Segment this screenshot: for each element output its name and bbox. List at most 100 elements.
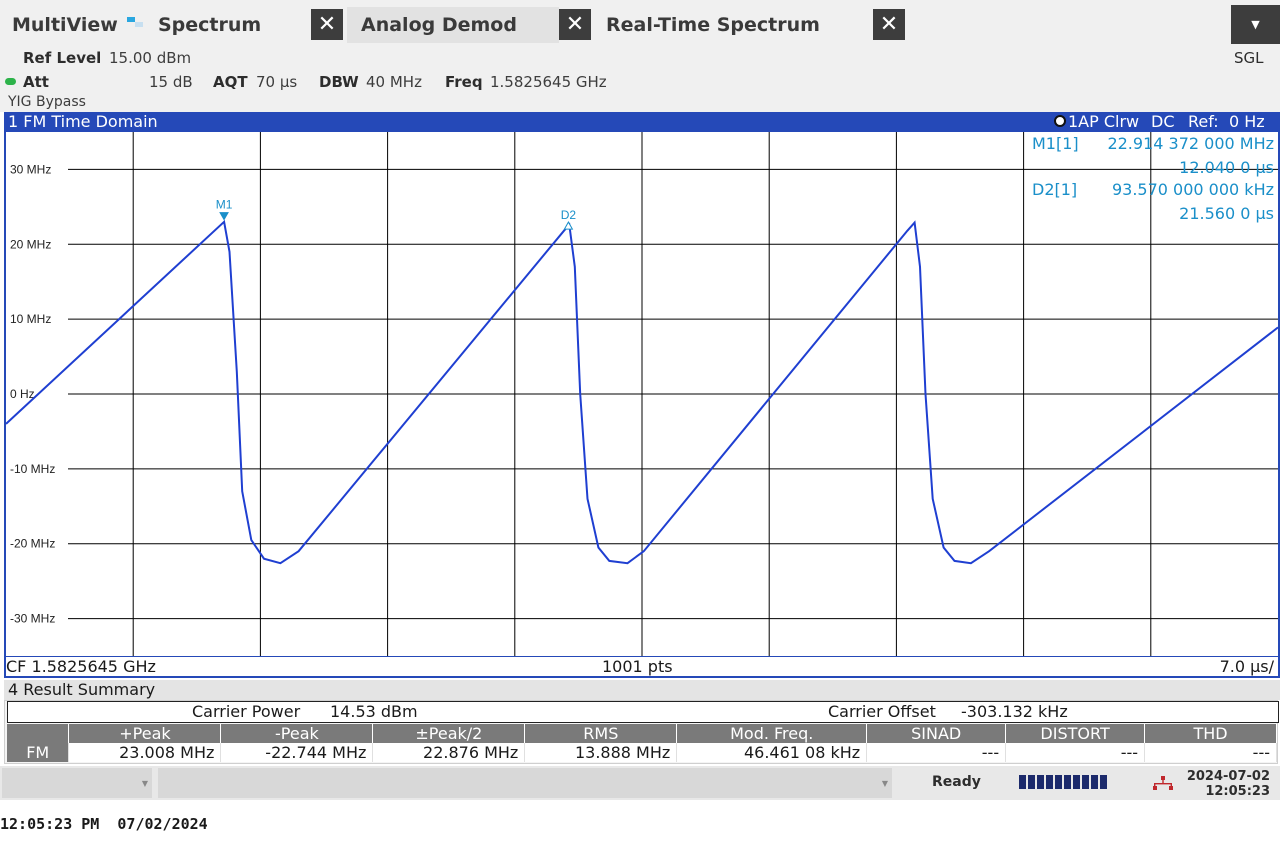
network-icon (1153, 776, 1173, 790)
chevron-down-icon: ▼ (1251, 18, 1260, 31)
result-cell-peak-half: 22.876 MHz (372, 743, 526, 762)
coupling-label: DC (1151, 112, 1175, 131)
carrier-power-value: 14.53 dBm (330, 702, 418, 721)
marker-m1-label: M1[1] (1032, 134, 1079, 153)
tab-multiview-label: MultiView (12, 14, 118, 36)
tab-multiview[interactable]: MultiView (12, 7, 118, 43)
m1-marker-icon (219, 212, 229, 221)
ref-level-value[interactable]: 15.00 dBm (109, 49, 192, 67)
result-cell-peak-plus: 23.008 MHz (68, 743, 222, 762)
diagram-footer: CF 1.5825645 GHz 1001 pts 7.0 µs/ (6, 656, 1278, 676)
result-header-cell (7, 724, 70, 743)
yig-bypass-label: YIG Bypass (8, 94, 86, 110)
tab-analog-demod[interactable]: Analog Demod (347, 7, 559, 43)
dbw-label: DBW (319, 73, 359, 91)
dbw-value[interactable]: 40 MHz (366, 73, 422, 91)
result-table-row: FM 23.008 MHz -22.744 MHz 22.876 MHz 13.… (7, 743, 1277, 762)
chevron-down-icon: ▼ (141, 779, 148, 788)
marker-d2-time: 21.560 0 µs (1179, 204, 1274, 223)
sgl-indicator: SGL (1234, 49, 1264, 67)
chevron-down-icon: ▼ (881, 779, 888, 788)
marker-d2-label: D2[1] (1032, 180, 1078, 199)
result-table: +Peak -Peak ±Peak/2 RMS Mod. Freq. SINAD… (7, 724, 1277, 762)
result-summary-title: 4 Result Summary (8, 680, 156, 699)
result-header-cell: RMS (524, 724, 678, 743)
y-tick-label: 10 MHz (10, 312, 51, 326)
result-cell-thd: --- (1144, 743, 1277, 762)
y-tick-label: -20 MHz (10, 537, 55, 551)
y-tick-label: 30 MHz (10, 162, 51, 176)
close-icon: ✕ (317, 12, 337, 37)
status-bar: ▼ ▼ Ready 2024-07-02 12:05:23 (0, 766, 1280, 800)
trace-info: 1AP Clrw (1068, 112, 1140, 131)
aqt-value[interactable]: 70 µs (256, 73, 298, 91)
ref-level-label: Ref Level (23, 49, 102, 67)
carrier-offset-label: Carrier Offset (828, 702, 936, 721)
carrier-row: Carrier Power 14.53 dBm Carrier Offset -… (7, 701, 1279, 723)
close-icon: ✕ (565, 12, 585, 37)
att-value[interactable]: 15 dB (149, 73, 193, 91)
close-realtime-spectrum-tab-button[interactable]: ✕ (873, 9, 905, 40)
marker-m1-value: 22.914 372 000 MHz (1107, 134, 1274, 153)
close-spectrum-tab-button[interactable]: ✕ (311, 9, 343, 40)
aqt-label: AQT (213, 73, 248, 91)
marker-layer: M1 D2 (216, 198, 577, 230)
result-header-cell: ±Peak/2 (372, 724, 526, 743)
carrier-offset-value: -303.132 kHz (961, 702, 1068, 721)
close-icon: ✕ (879, 12, 899, 37)
result-table-header: +Peak -Peak ±Peak/2 RMS Mod. Freq. SINAD… (7, 724, 1277, 743)
settings-panel: Ref Level 15.00 dBm SGL Att 15 dB AQT 70… (0, 48, 1280, 112)
result-cell-mod-freq: 46.461 08 kHz (676, 743, 868, 762)
m1-marker-tag: M1 (216, 198, 233, 212)
result-cell-sinad: --- (866, 743, 1007, 762)
result-header-cell: THD (1144, 724, 1277, 743)
y-tick-label: 0 Hz (10, 387, 35, 401)
status-dot-icon (5, 78, 16, 85)
fm-time-domain-plot[interactable]: 30 MHz 20 MHz 10 MHz 0 Hz -10 MHz -20 MHz -30 … (4, 132, 1280, 678)
result-header-cell: +Peak (68, 724, 222, 743)
freq-value[interactable]: 1.5825645 GHz (490, 73, 607, 91)
marker-d2-value: 93.570 000 000 kHz (1111, 180, 1274, 199)
d2-marker-tag: D2 (561, 208, 577, 222)
ref-value: 0 Hz (1229, 112, 1265, 131)
diagram-title-bar[interactable]: 1 FM Time Domain 1AP Clrw DC Ref: 0 Hz (4, 112, 1280, 132)
points-label: 1001 pts (602, 657, 673, 676)
marker-m1-time: 12.040 0 µs (1179, 158, 1274, 177)
status-date: 2024-07-02 (1186, 769, 1270, 784)
plot-grid (68, 132, 1278, 656)
multiview-icon (127, 17, 143, 27)
status-input-2[interactable]: ▼ (158, 768, 892, 798)
progress-indicator (1019, 775, 1107, 789)
result-summary-title-bar[interactable]: 4 Result Summary (4, 680, 1280, 700)
carrier-power-label: Carrier Power (192, 702, 301, 721)
result-header-cell: -Peak (220, 724, 374, 743)
result-row-label: FM (7, 743, 70, 762)
menu-dropdown-button[interactable]: ▼ (1231, 5, 1280, 44)
result-cell-peak-minus: -22.744 MHz (220, 743, 374, 762)
y-tick-label: -30 MHz (10, 612, 55, 626)
y-tick-label: 20 MHz (10, 237, 51, 251)
ref-label: Ref: (1188, 112, 1219, 131)
y-tick-label: -10 MHz (10, 462, 55, 476)
tab-analog-demod-label: Analog Demod (361, 14, 517, 36)
time-per-div-label: 7.0 µs/ (1219, 657, 1274, 676)
result-cell-rms: 13.888 MHz (524, 743, 678, 762)
status-ready: Ready (932, 774, 981, 790)
result-header-cell: Mod. Freq. (676, 724, 868, 743)
diagram-title: 1 FM Time Domain (8, 112, 158, 131)
plot-canvas[interactable]: 30 MHz 20 MHz 10 MHz 0 Hz -10 MHz -20 MHz -30 … (6, 132, 1278, 656)
center-frequency-label: CF 1.5825645 GHz (6, 657, 156, 676)
tab-spectrum[interactable]: Spectrum (158, 7, 261, 43)
result-header-cell: SINAD (866, 724, 1007, 743)
trace-1-line (6, 219, 1278, 565)
trace-indicator-icon (1054, 115, 1066, 127)
y-tick-labels: 30 MHz 20 MHz 10 MHz 0 Hz -10 MHz -20 MHz -30 … (10, 162, 55, 625)
tab-realtime-spectrum-label: Real-Time Spectrum (606, 14, 820, 36)
result-cell-distort: --- (1005, 743, 1146, 762)
tab-spectrum-label: Spectrum (158, 14, 262, 36)
close-analog-demod-tab-button[interactable]: ✕ (559, 9, 591, 40)
status-input-1[interactable]: ▼ (2, 768, 152, 798)
freq-label: Freq (445, 73, 483, 91)
d2-marker-icon (563, 221, 574, 230)
tab-realtime-spectrum[interactable]: Real-Time Spectrum (606, 7, 820, 43)
